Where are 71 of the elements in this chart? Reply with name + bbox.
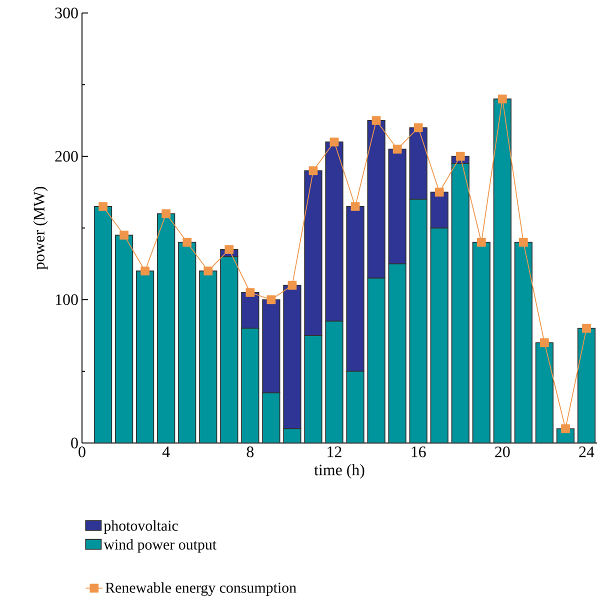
bar — [262, 392, 280, 443]
y-tick-label: 0 — [71, 438, 78, 448]
point — [140, 266, 150, 276]
y-tick-label: 100 — [56, 294, 78, 306]
x-tick-label: 16 — [412, 446, 426, 458]
x-tick-label: 0 — [78, 446, 86, 458]
y-tick-label: 300 — [55, 8, 78, 18]
x-tick-label: 12 — [328, 446, 342, 458]
bar — [388, 148, 406, 264]
bar — [451, 163, 470, 443]
point — [561, 424, 570, 434]
point — [414, 123, 423, 132]
x-tick-label: 20 — [495, 446, 510, 458]
point — [204, 266, 213, 276]
bar — [199, 270, 218, 443]
bar — [136, 270, 154, 443]
x-tick-label: 8 — [246, 446, 254, 458]
bar — [346, 206, 364, 372]
bar — [430, 192, 448, 228]
x-tick-label: 4 — [162, 446, 170, 458]
point — [456, 152, 465, 161]
bar — [346, 370, 364, 443]
bar — [367, 120, 386, 279]
bar — [514, 242, 533, 443]
bar — [409, 127, 428, 200]
bar — [157, 213, 176, 443]
point — [224, 245, 234, 254]
point — [266, 295, 276, 304]
point — [392, 144, 402, 154]
bar — [325, 142, 344, 322]
bar — [114, 234, 134, 443]
bar — [409, 198, 428, 443]
bar — [493, 98, 512, 443]
point — [288, 280, 297, 290]
x-tick-label: 24 — [579, 446, 594, 458]
point — [372, 116, 381, 125]
point — [330, 138, 339, 146]
bar — [304, 335, 322, 443]
y-axis-title: power (MW) — [33, 186, 48, 270]
bar — [178, 242, 196, 443]
point — [182, 238, 192, 247]
legend-label: wind power output — [104, 539, 216, 553]
bar — [220, 256, 238, 443]
point — [162, 209, 171, 218]
point — [476, 238, 486, 247]
bar — [304, 170, 322, 336]
bar — [283, 284, 302, 430]
bar — [325, 320, 344, 443]
bar — [241, 328, 260, 443]
point — [350, 202, 360, 211]
bar — [283, 428, 302, 443]
point — [582, 324, 591, 333]
point — [246, 288, 255, 297]
bar — [241, 292, 260, 329]
point — [98, 202, 108, 211]
legend-label: Renewable energy consumption — [106, 582, 296, 596]
point — [308, 166, 318, 176]
point — [120, 230, 128, 240]
bar — [472, 242, 490, 443]
legend-label: photovoltaic — [104, 520, 178, 534]
point — [519, 238, 528, 247]
bar — [262, 299, 280, 394]
bar — [430, 228, 448, 443]
point — [540, 338, 549, 348]
y-tick-label: 200 — [55, 150, 78, 162]
point — [434, 188, 444, 197]
point — [498, 94, 507, 104]
bar — [388, 263, 406, 443]
bar — [367, 278, 386, 443]
bar — [94, 206, 112, 443]
x-axis-title: time (h) — [314, 464, 364, 479]
